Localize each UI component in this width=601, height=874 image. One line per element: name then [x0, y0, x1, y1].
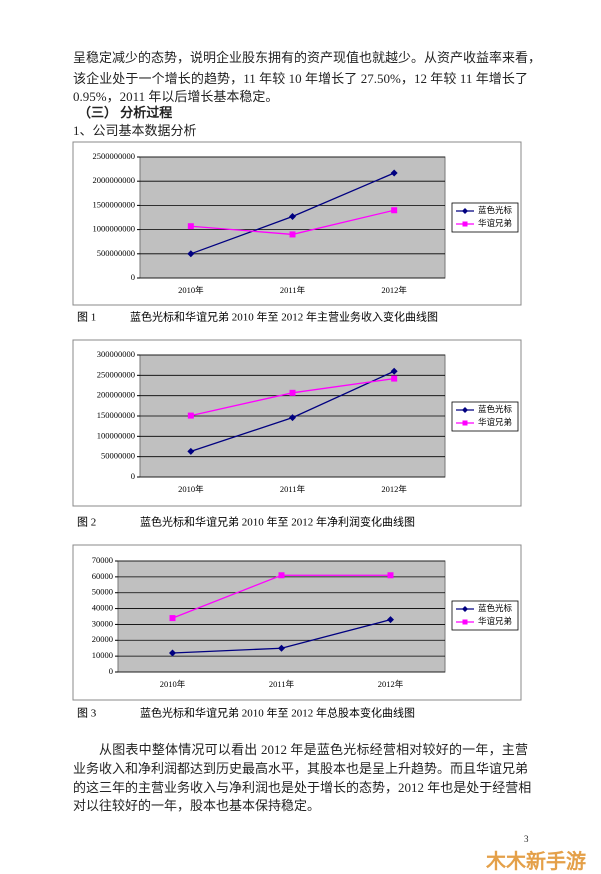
figure-label: 图 1 [77, 311, 96, 324]
marker [278, 572, 285, 579]
marker [289, 389, 296, 396]
paragraph-line: 从图表中整体情况可以看出 2012 年是蓝色光标经营相对较好的一年，主营 [99, 742, 528, 757]
x-tick-label: 2011年 [280, 285, 306, 295]
y-tick-label: 40000 [92, 603, 113, 613]
marker [187, 250, 195, 258]
x-tick-label: 2010年 [178, 285, 204, 295]
legend-marker [462, 420, 468, 426]
x-tick-label: 2012年 [381, 484, 407, 494]
y-tick-label: 200000000 [97, 390, 135, 400]
y-tick-label: 30000 [92, 618, 113, 628]
paragraph-line: 对以往较好的一年，股本也基本保持稳定。 [73, 798, 321, 813]
legend-marker [462, 606, 468, 612]
paragraph-line: 业务收入和净利润都达到历史最高水平，其股本也是呈上升趋势。而且华谊兄弟 [73, 761, 529, 776]
paragraph-line: 该企业处于一个增长的趋势，11 年较 10 年增长了 27.50%，12 年较 … [73, 71, 528, 86]
y-tick-label: 100000000 [97, 430, 135, 440]
y-tick-label: 0 [131, 471, 135, 481]
marker [390, 169, 398, 177]
marker [391, 207, 398, 214]
marker [390, 367, 398, 375]
legend-label: 华谊兄弟 [478, 417, 512, 427]
x-tick-label: 2011年 [280, 484, 306, 494]
x-tick-label: 2011年 [269, 679, 295, 689]
y-tick-label: 1000000000 [93, 224, 136, 234]
paragraph-line: 呈稳定减少的态势，说明企业股东拥有的资产现值也就越少。从资产收益率来看， [73, 50, 542, 65]
figure-caption: 蓝色光标和华谊兄弟 2010 年至 2012 年主营业务收入变化曲线图 [130, 310, 438, 324]
y-tick-label: 0 [109, 666, 113, 676]
x-tick-label: 2010年 [178, 484, 204, 494]
figure-label: 图 3 [77, 707, 97, 720]
figure-label: 图 2 [77, 516, 96, 529]
marker [289, 213, 296, 221]
subsection-heading: 1、公司基本数据分析 [73, 123, 197, 138]
marker [289, 231, 296, 238]
paragraph-line: 的这三年的主营业务收入与净利润也是处于增长的态势，2012 年也是处于经营相 [73, 780, 532, 795]
y-tick-label: 0 [131, 272, 135, 282]
marker [187, 412, 194, 419]
y-tick-label: 150000000 [97, 410, 135, 420]
figure-caption: 蓝色光标和华谊兄弟 2010 年至 2012 年净利润变化曲线图 [140, 515, 415, 529]
marker [391, 375, 398, 382]
y-tick-label: 20000 [92, 634, 113, 644]
watermark: 木木新手游 [486, 849, 586, 873]
y-tick-label: 50000000 [101, 451, 135, 461]
y-tick-label: 2000000000 [93, 175, 136, 185]
marker [289, 414, 296, 422]
legend-label: 蓝色光标 [478, 404, 513, 414]
legend-box [451, 600, 519, 631]
legend-label: 蓝色光标 [478, 205, 513, 215]
legend-box [451, 401, 519, 432]
marker [387, 572, 394, 579]
legend-label: 华谊兄弟 [478, 616, 512, 626]
y-tick-label: 50000 [92, 587, 113, 597]
y-tick-label: 300000000 [97, 349, 135, 359]
y-tick-label: 250000000 [97, 369, 135, 379]
x-tick-label: 2010年 [160, 679, 186, 689]
marker [169, 649, 176, 657]
marker [387, 616, 394, 624]
legend-marker [462, 221, 468, 227]
legend-marker [462, 208, 468, 214]
legend-label: 华谊兄弟 [478, 218, 512, 228]
legend-marker [462, 407, 468, 413]
y-tick-label: 60000 [92, 571, 113, 581]
y-tick-label: 1500000000 [93, 199, 136, 209]
y-tick-label: 2500000000 [93, 151, 136, 161]
section-heading: （三） 分析过程 [78, 105, 173, 120]
marker [187, 223, 194, 230]
marker [187, 447, 195, 455]
paragraph-line: 0.95%，2011 年以后增长基本稳定。 [73, 89, 279, 104]
figure-caption: 蓝色光标和华谊兄弟 2010 年至 2012 年总股本变化曲线图 [140, 706, 415, 720]
y-tick-label: 70000 [92, 555, 113, 565]
legend-label: 蓝色光标 [478, 603, 513, 613]
marker [169, 615, 176, 622]
x-tick-label: 2012年 [378, 679, 404, 689]
page-number: 3 [524, 834, 529, 844]
y-tick-label: 500000000 [97, 248, 135, 258]
x-tick-label: 2012年 [381, 285, 407, 295]
legend-marker [462, 619, 468, 625]
marker [278, 644, 285, 652]
y-tick-label: 10000 [92, 650, 113, 660]
legend-box [451, 202, 519, 233]
